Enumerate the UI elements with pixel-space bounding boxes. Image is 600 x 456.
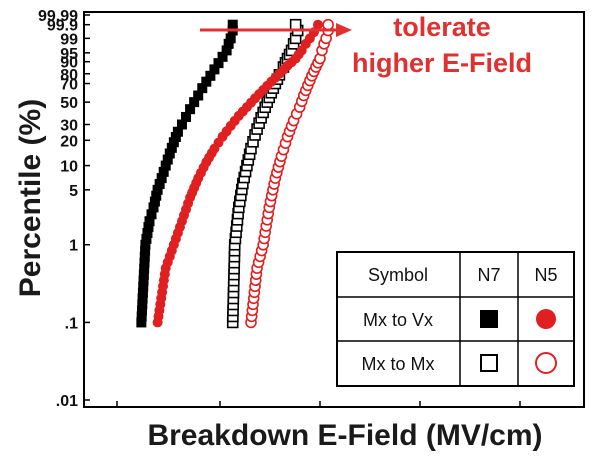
data-point — [221, 45, 232, 56]
y-tick-label: 50 — [60, 95, 78, 112]
annotation-line-1: tolerate — [393, 12, 491, 42]
x-axis-title: Breakdown E-Field (MV/cm) — [147, 419, 542, 452]
data-point — [141, 233, 152, 244]
data-point — [136, 317, 147, 328]
y-tick-label: 99 — [60, 31, 78, 48]
data-point — [151, 190, 162, 201]
legend-row-mx-to-mx-label: Mx to Mx — [361, 354, 434, 374]
data-point — [185, 104, 196, 115]
data-point — [168, 137, 179, 148]
y-tick-label: 20 — [60, 133, 78, 150]
y-axis-title: Percentile (%) — [14, 99, 47, 297]
data-point — [142, 227, 153, 238]
data-point — [138, 269, 149, 280]
data-point — [205, 70, 216, 81]
y-tick-label: 10 — [60, 159, 78, 176]
data-point — [160, 160, 171, 171]
data-point — [140, 245, 151, 256]
y-tick-label: 1 — [69, 238, 78, 255]
y-tick-label: 80 — [60, 67, 78, 84]
legend-header-n7: N7 — [477, 265, 500, 285]
data-point — [156, 173, 167, 184]
y-tick-label: 5 — [69, 183, 78, 200]
series-n5-mx-to-vx — [152, 19, 323, 328]
annotation-line-2: higher E-Field — [352, 48, 532, 78]
legend-n7-open-square-icon — [480, 354, 498, 372]
data-point — [144, 216, 155, 227]
data-point — [312, 19, 323, 30]
data-point — [201, 76, 212, 87]
tolerate-annotation: tolerate higher E-Field — [200, 12, 532, 78]
data-point — [146, 209, 157, 220]
data-point — [158, 166, 169, 177]
y-tick-label: 99.99 — [38, 8, 78, 25]
y-tick-label: .01 — [56, 393, 78, 410]
y-tick-label: 99.9 — [47, 18, 78, 35]
data-point — [140, 239, 151, 250]
data-point — [149, 196, 160, 207]
series-n7-mx-to-vx — [136, 19, 238, 328]
data-point — [225, 33, 236, 44]
y-tick-label: .1 — [65, 315, 78, 332]
data-point — [289, 18, 302, 31]
data-point — [227, 19, 238, 30]
data-point — [176, 119, 187, 130]
data-point — [137, 293, 148, 304]
plot-area — [136, 18, 334, 329]
plot-frame — [83, 11, 585, 408]
y-tick-label: 95 — [60, 46, 78, 63]
data-point — [136, 305, 147, 316]
data-point — [223, 38, 234, 49]
data-point — [139, 251, 150, 262]
data-point — [209, 64, 220, 75]
legend-header-symbol: Symbol — [368, 265, 428, 285]
y-tick-label: 90 — [60, 55, 78, 72]
arrow-right-icon — [336, 23, 352, 37]
legend-row-mx-to-vx-label: Mx to Vx — [363, 310, 433, 330]
data-point — [154, 178, 165, 189]
data-point — [137, 299, 148, 310]
data-point — [152, 184, 163, 195]
data-point — [148, 202, 159, 213]
legend-header-n5: N5 — [534, 265, 557, 285]
data-point — [162, 154, 173, 165]
legend-n5-open-circle-icon — [535, 352, 557, 374]
data-point — [322, 18, 334, 31]
y-tick-label: 30 — [60, 118, 78, 135]
data-point — [193, 90, 204, 101]
data-point — [139, 257, 150, 268]
data-point — [139, 263, 150, 274]
series-n5-mx-to-mx — [245, 18, 334, 329]
data-point — [181, 111, 192, 122]
data-point — [172, 126, 183, 137]
data-point — [213, 58, 224, 69]
data-point — [136, 311, 147, 322]
data-point — [189, 97, 200, 108]
data-point — [138, 281, 149, 292]
data-point — [143, 222, 154, 233]
data-point — [217, 51, 228, 62]
legend-n5-filled-circle-icon — [536, 309, 556, 329]
data-point — [166, 142, 177, 153]
legend-n7-filled-square-icon — [480, 310, 498, 328]
data-point — [138, 275, 149, 286]
y-tick-label: 70 — [60, 77, 78, 94]
data-point — [197, 83, 208, 94]
legend-border — [336, 251, 575, 387]
data-point — [137, 287, 148, 298]
data-point — [170, 131, 181, 142]
legend-table: Symbol N7 N5 Mx to Vx Mx to Mx — [336, 251, 575, 387]
data-point — [164, 148, 175, 159]
